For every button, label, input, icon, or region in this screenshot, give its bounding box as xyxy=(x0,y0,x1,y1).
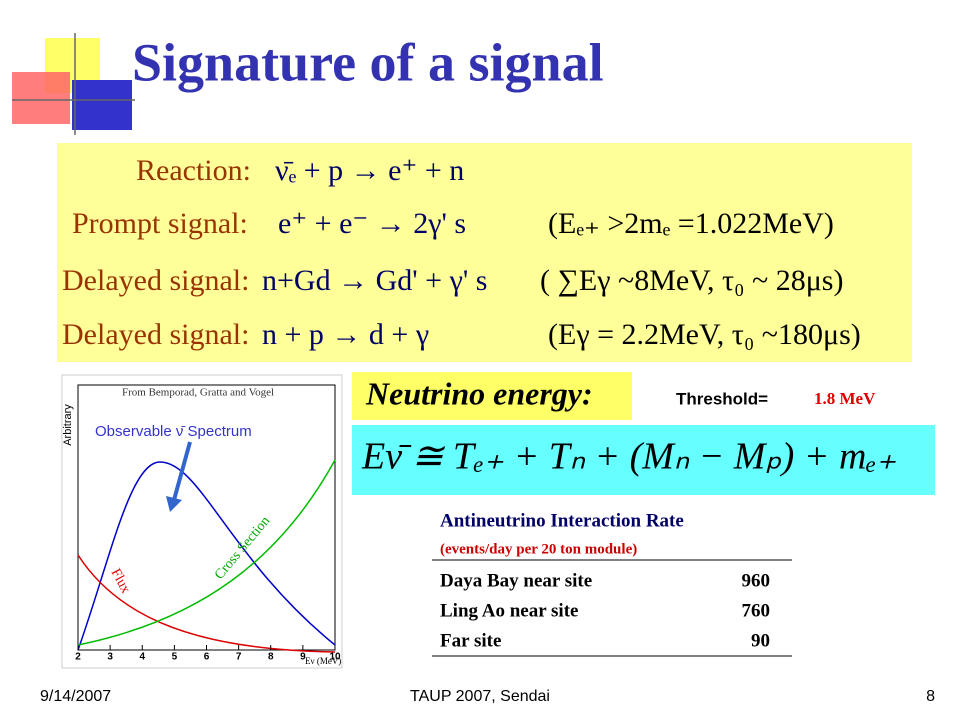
x-tick-label: 4 xyxy=(139,652,145,663)
spectrum-curve xyxy=(77,461,336,651)
equation-label: Prompt signal: xyxy=(72,207,248,240)
figure-source: From Bemporad, Gratta and Vogel xyxy=(122,387,274,399)
decoration xyxy=(12,33,135,135)
threshold-value: 1.8 MeV xyxy=(814,389,876,408)
spectrum-label: Observable ν̄ Spectrum xyxy=(95,423,252,440)
cross-section-curve xyxy=(77,459,336,646)
equation-condition: ( ∑Eγ ~8MeV, τ₀ ~ 28μs) xyxy=(540,264,843,297)
table-cell: Daya Bay near site xyxy=(440,570,592,591)
x-tick-label: 2 xyxy=(75,652,81,663)
table-cell: Far site xyxy=(440,630,501,651)
figure-frame xyxy=(61,374,343,669)
x-tick-label: 5 xyxy=(172,652,178,663)
table-cell: 760 xyxy=(742,600,771,621)
energy-heading-box xyxy=(352,372,632,420)
spectrum-figure: From Bemporad, Gratta and Vogel Arbitrar… xyxy=(61,374,343,669)
arrow xyxy=(172,441,192,501)
energy-formula: Eν̄ ≅ Tₑ₊ + Tₙ + (Mₙ − Mₚ) + mₑ₊ xyxy=(361,436,896,478)
x-tick-label: 6 xyxy=(204,652,210,663)
equation-label: Reaction: xyxy=(136,154,251,187)
table-title: Antineutrino Interaction Rate xyxy=(440,510,684,531)
footer-date: 9/14/2007 xyxy=(40,688,111,705)
energy-heading: Neutrino energy: xyxy=(365,375,593,411)
threshold-label: Threshold= xyxy=(676,389,768,408)
x-tick-label: 3 xyxy=(107,652,113,663)
x-tick-label: 9 xyxy=(300,652,306,663)
table-subtitle: (events/day per 20 ton module) xyxy=(440,541,637,557)
x-tick-label: 8 xyxy=(268,652,274,663)
footer-page: 8 xyxy=(926,688,935,705)
x-tick-label: 7 xyxy=(236,652,242,663)
y-axis-label: Arbitrary xyxy=(62,404,74,446)
table-cell: 90 xyxy=(751,630,770,651)
arrow-head xyxy=(166,496,182,512)
title: Signature of a signal xyxy=(132,32,604,92)
table-cell: 960 xyxy=(742,570,771,591)
equation-formula: n+Gd → Gd' + γ' s xyxy=(262,264,487,297)
x-axis-label: Eν (MeV) xyxy=(305,656,341,666)
equation-formula: n + p → d + γ xyxy=(262,318,429,351)
table-cell: Ling Ao near site xyxy=(440,600,578,621)
equation-box xyxy=(57,143,912,362)
energy-formula-box xyxy=(352,425,935,495)
equation-label: Delayed signal: xyxy=(62,318,249,351)
x-tick-label: 10 xyxy=(329,652,341,663)
equation-formula: e⁺ + e⁻ → 2γ' s xyxy=(278,207,466,240)
flux-curve xyxy=(77,554,336,653)
equation-condition: (Eγ = 2.2MeV, τ₀ ~180μs) xyxy=(548,318,861,351)
equation-label: Delayed signal: xyxy=(62,264,249,297)
equation-condition: (Eₑ₊ >2mₑ =1.022MeV) xyxy=(548,207,834,240)
equation-formula: ν̄ₑ + p → e⁺ + n xyxy=(275,154,464,187)
footer-event: TAUP 2007, Sendai xyxy=(410,688,550,705)
